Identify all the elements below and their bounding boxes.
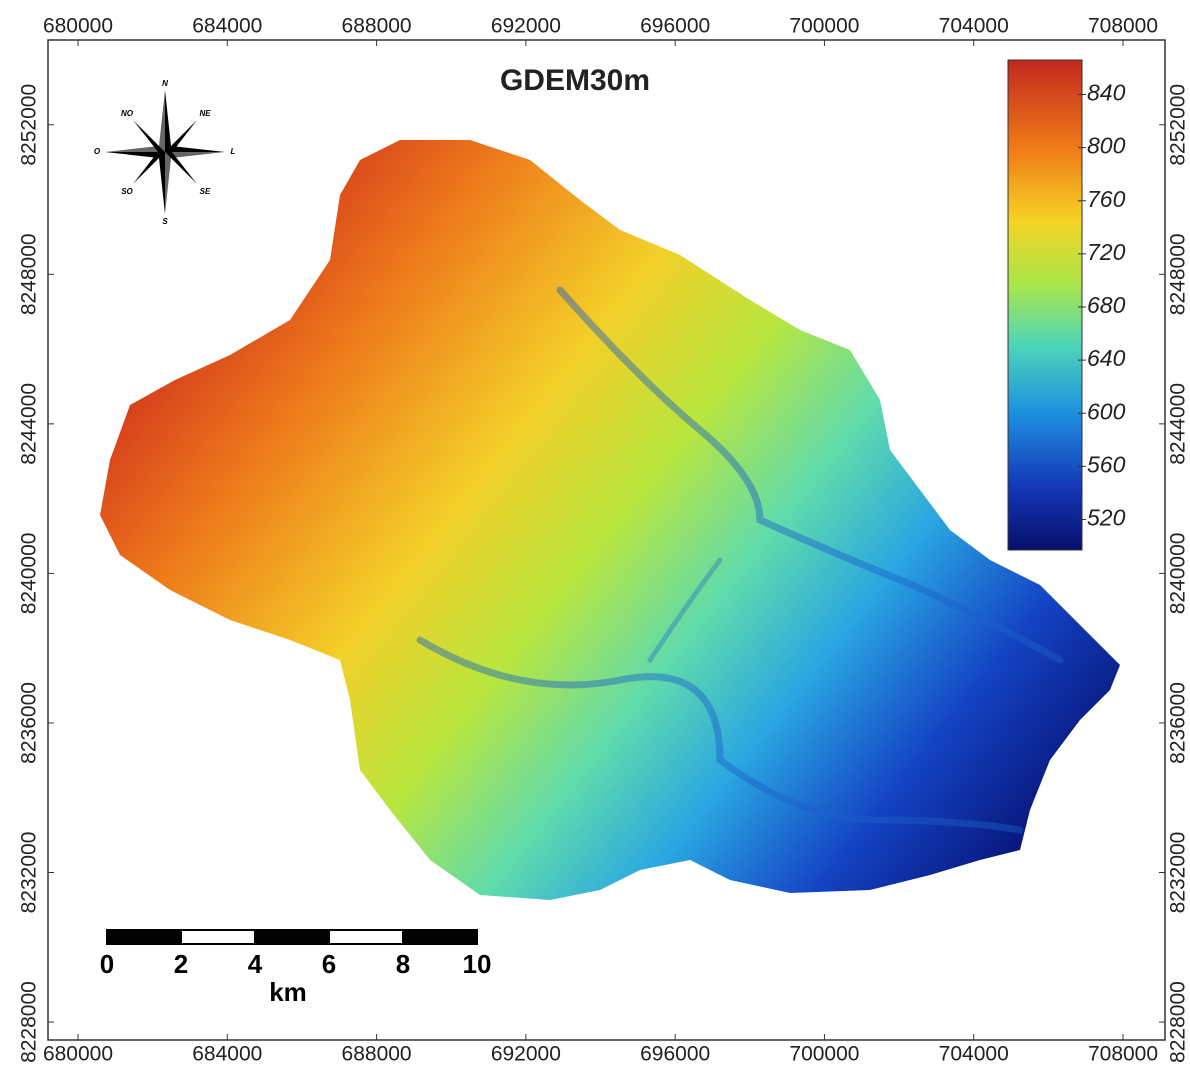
colorbar-label: 760 bbox=[1087, 186, 1126, 212]
x-tick-label: 708000 bbox=[1088, 1043, 1158, 1066]
x-tick-label: 688000 bbox=[342, 15, 412, 38]
y-tick-label: 8228000 bbox=[1167, 981, 1190, 1063]
compass-label: O bbox=[94, 147, 101, 156]
compass-label: L bbox=[231, 147, 236, 156]
x-tick-label: 700000 bbox=[789, 1043, 859, 1066]
y-tick-label: 8232000 bbox=[1167, 832, 1190, 914]
x-tick-label: 680000 bbox=[43, 1043, 113, 1066]
x-tick-label: 684000 bbox=[192, 1043, 262, 1066]
colorbar bbox=[1008, 60, 1082, 550]
y-tick-label: 8236000 bbox=[18, 682, 41, 764]
y-tick-label: 8252000 bbox=[1167, 84, 1190, 166]
colorbar-label: 720 bbox=[1087, 239, 1126, 265]
scale-segment bbox=[181, 930, 255, 944]
y-tick-label: 8248000 bbox=[18, 233, 41, 315]
y-tick-label: 8248000 bbox=[1167, 233, 1190, 315]
y-tick-label: 8236000 bbox=[1167, 682, 1190, 764]
x-tick-label: 696000 bbox=[640, 15, 710, 38]
scale-label: 10 bbox=[463, 949, 492, 979]
x-tick-label: 708000 bbox=[1088, 15, 1158, 38]
x-tick-label: 700000 bbox=[789, 15, 859, 38]
x-tick-label: 704000 bbox=[939, 1043, 1009, 1066]
y-tick-label: 8232000 bbox=[18, 832, 41, 914]
compass-label: N bbox=[162, 79, 168, 88]
scale-segment bbox=[403, 930, 477, 944]
x-tick-label: 680000 bbox=[43, 15, 113, 38]
scale-segment bbox=[107, 930, 181, 944]
map-figure: GDEM30m N NE L SE S SO O NO km 680000680… bbox=[0, 0, 1190, 1071]
y-tick-label: 8244000 bbox=[18, 383, 41, 465]
y-tick-label: 8240000 bbox=[18, 533, 41, 615]
y-tick-label: 8228000 bbox=[18, 981, 41, 1063]
y-tick-label: 8244000 bbox=[1167, 383, 1190, 465]
colorbar-label: 800 bbox=[1087, 133, 1126, 159]
scale-label: 4 bbox=[248, 949, 263, 979]
x-tick-label: 684000 bbox=[192, 15, 262, 38]
colorbar-label: 560 bbox=[1087, 451, 1126, 477]
x-tick-label: 696000 bbox=[640, 1043, 710, 1066]
x-tick-label: 688000 bbox=[342, 1043, 412, 1066]
scale-label: 2 bbox=[174, 949, 188, 979]
scale-segment bbox=[255, 930, 329, 944]
colorbar-label: 640 bbox=[1087, 345, 1126, 371]
compass-label: SO bbox=[121, 187, 133, 196]
scale-label: 8 bbox=[396, 949, 410, 979]
colorbar-label: 840 bbox=[1087, 80, 1126, 106]
scale-unit: km bbox=[269, 977, 307, 1007]
compass-label: S bbox=[162, 217, 168, 226]
y-tick-label: 8252000 bbox=[18, 84, 41, 166]
colorbar-label: 680 bbox=[1087, 292, 1126, 318]
compass-label: NO bbox=[121, 109, 134, 118]
x-tick-label: 704000 bbox=[939, 15, 1009, 38]
scale-label: 6 bbox=[322, 949, 336, 979]
x-tick-label: 692000 bbox=[491, 1043, 561, 1066]
compass-label: SE bbox=[200, 187, 211, 196]
x-tick-label: 692000 bbox=[491, 15, 561, 38]
scale-segment bbox=[329, 930, 403, 944]
compass-label: NE bbox=[199, 109, 211, 118]
y-tick-label: 8240000 bbox=[1167, 533, 1190, 615]
scale-label: 0 bbox=[100, 949, 114, 979]
colorbar-label: 520 bbox=[1087, 505, 1126, 531]
colorbar-label: 600 bbox=[1087, 398, 1126, 424]
map-title: GDEM30m bbox=[500, 64, 650, 97]
